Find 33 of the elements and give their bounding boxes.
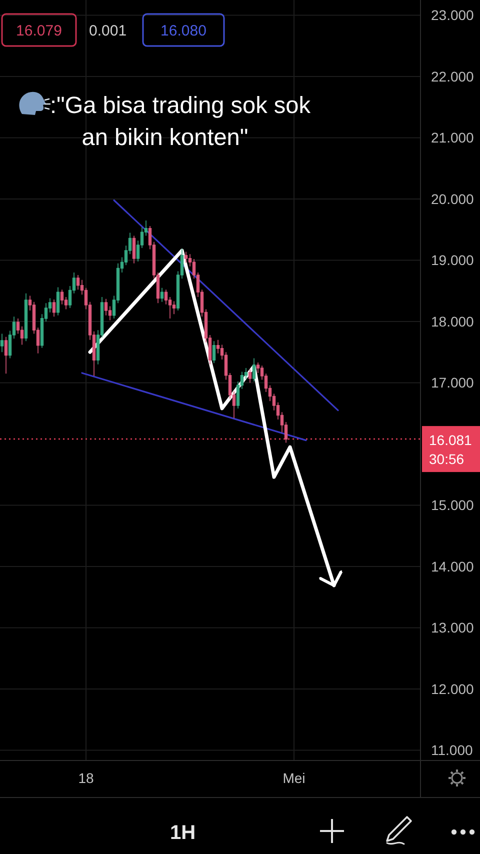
y-tick-label: 12.000 bbox=[431, 680, 474, 697]
y-tick-label: 21.000 bbox=[431, 130, 474, 146]
candlestick bbox=[4, 336, 8, 374]
candlestick bbox=[132, 235, 136, 264]
y-tick-label: 20.000 bbox=[431, 190, 474, 207]
text: :"Ga bisa trading sok sok an bikin konten" bbox=[50, 92, 311, 150]
candlestick bbox=[252, 358, 256, 382]
y-tick-label: 18.000 bbox=[431, 313, 474, 330]
candlestick bbox=[160, 287, 164, 302]
candlestick bbox=[184, 251, 188, 264]
candlestick bbox=[76, 274, 80, 290]
candlestick bbox=[52, 299, 56, 318]
y-tick-label: 14.000 bbox=[431, 558, 474, 574]
ref-line-label: 16.081 30:56 bbox=[429, 432, 472, 467]
y-tick-label: 22.000 bbox=[431, 68, 474, 84]
annotation: 16.079 bbox=[16, 22, 62, 40]
candlestick bbox=[212, 340, 216, 364]
x-tick-label: 18 bbox=[78, 770, 94, 786]
y-tick-label: 15.000 bbox=[431, 497, 474, 514]
y-tick-label: 17.000 bbox=[431, 374, 474, 391]
candlestick bbox=[0, 333, 4, 353]
text: 1H bbox=[170, 822, 196, 844]
y-tick-label: 13.000 bbox=[431, 620, 474, 636]
candlestick bbox=[248, 368, 252, 384]
annotation: 0.001 bbox=[89, 22, 127, 40]
y-tick-label: 23.000 bbox=[431, 7, 474, 24]
candlestick bbox=[24, 292, 28, 342]
y-tick-label: 11.000 bbox=[431, 742, 473, 758]
candlestick bbox=[56, 286, 60, 316]
candlestick bbox=[172, 300, 176, 315]
annotation: 16.080 bbox=[160, 22, 206, 40]
y-tick-label: 19.000 bbox=[431, 252, 474, 268]
x-tick-label: Mei bbox=[282, 770, 306, 786]
